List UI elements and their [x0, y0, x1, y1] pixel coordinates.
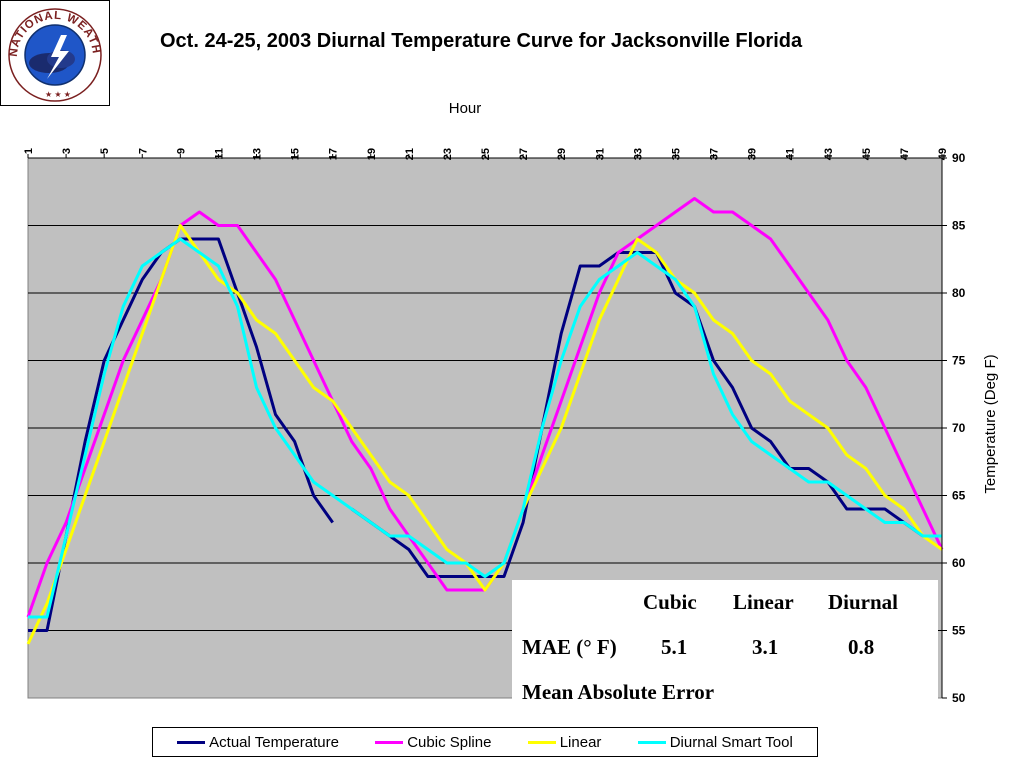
mae-row-label: MAE (° F) — [522, 635, 617, 659]
legend-item-linear: Linear — [527, 733, 602, 751]
legend-item-actual: Actual Temperature — [177, 734, 339, 751]
x-axis: 1 3 5 7 9 11 13 15 17 19 21 23 25 27 29 31 33 35 37 39 41 43 4… — [23, 148, 949, 160]
series-line-linear — [26, 224, 943, 645]
legend-label-cubic: Cubic Spline — [407, 733, 492, 751]
legend-swatch-actual — [177, 740, 206, 744]
legend-label-actual: Actual Temperature — [209, 733, 339, 751]
legend-swatch-diurnal — [637, 740, 666, 744]
y-tick-label: 70 — [952, 421, 966, 435]
nws-logo: NATIONAL WEATHER SERVICE ★ ★ ★ — [0, 0, 110, 106]
svg-text:★ ★ ★: ★ ★ ★ — [45, 90, 71, 99]
legend-swatch-cubic — [375, 740, 404, 744]
series-lines — [26, 197, 944, 645]
x-axis-title: Hour — [449, 100, 482, 117]
chart-title: Oct. 24-25, 2003 Diurnal Temperature Cur… — [160, 30, 803, 52]
y-tick-label: 55 — [952, 624, 966, 638]
mae-header-diurnal: Diurnal — [828, 590, 899, 614]
y-tick-label: 65 — [952, 489, 966, 503]
legend-label-linear: Linear — [559, 733, 602, 751]
x-tick-label: 25 — [480, 148, 492, 160]
y-tick-label: 60 — [952, 556, 966, 570]
x-tick-label: 23 — [442, 148, 454, 160]
y-tick-label: 90 — [952, 151, 966, 165]
legend-swatch-linear — [527, 740, 556, 744]
x-tick-label: 1 — [23, 148, 35, 154]
x-tick-label: 15 — [290, 148, 302, 160]
mae-caption: Mean Absolute Error — [522, 680, 715, 704]
x-tick-label: 5 — [99, 148, 111, 154]
nws-logo-graphic: NATIONAL WEATHER SERVICE ★ ★ ★ — [0, 0, 102, 102]
legend-item-cubic: Cubic Spline — [375, 734, 491, 751]
legend-item-diurnal: Diurnal Smart Tool — [637, 733, 793, 751]
y-tick-label: 80 — [952, 286, 966, 300]
mae-table: Cubic Linear Diurnal MAE (° F) 5.1 3.1 0… — [512, 580, 938, 712]
x-tick-label: 17 — [328, 148, 340, 160]
mae-value-linear: 3.1 — [752, 635, 779, 659]
x-tick-label: 45 — [861, 148, 873, 160]
x-tick-label: 3 — [61, 148, 73, 154]
mae-value-cubic: 5.1 — [661, 635, 688, 659]
y-tick-label: 85 — [952, 219, 966, 233]
x-tick-label: 13 — [252, 148, 264, 160]
y-axis-title: Temperature (Deg F) — [982, 354, 999, 493]
x-tick-label: 35 — [670, 148, 682, 160]
y-tick-label: 75 — [952, 354, 966, 368]
x-tick-label: 41 — [785, 148, 797, 160]
series-line-actual-2 — [350, 251, 942, 578]
x-tick-label: 39 — [747, 148, 759, 160]
x-tick-label: 33 — [632, 148, 644, 160]
legend: Actual Temperature Cubic Spline Linear D… — [152, 727, 818, 757]
legend-label-diurnal: Diurnal Smart Tool — [669, 733, 793, 751]
x-tick-label: 29 — [556, 148, 568, 160]
x-tick-label: 21 — [404, 148, 416, 160]
mae-value-diurnal: 0.8 — [848, 635, 875, 659]
x-tick-label: 7 — [137, 148, 149, 154]
mae-header-linear: Linear — [733, 590, 794, 614]
x-tick-label: 27 — [518, 148, 530, 160]
x-tick-label: 49 — [937, 148, 949, 160]
x-tick-label: 47 — [899, 148, 911, 160]
y-axis: 50 55 60 65 70 75 80 85 90 — [941, 151, 966, 705]
x-tick-label: 11 — [213, 148, 225, 160]
x-tick-label: 19 — [366, 148, 378, 160]
y-tick-label: 50 — [952, 691, 966, 705]
mae-header-cubic: Cubic — [643, 590, 697, 614]
series-line-diurnal — [28, 237, 942, 619]
x-tick-label: 43 — [823, 148, 835, 160]
x-tick-label: 37 — [709, 148, 721, 160]
x-tick-label: 31 — [594, 148, 606, 160]
x-tick-label: 9 — [175, 148, 187, 154]
